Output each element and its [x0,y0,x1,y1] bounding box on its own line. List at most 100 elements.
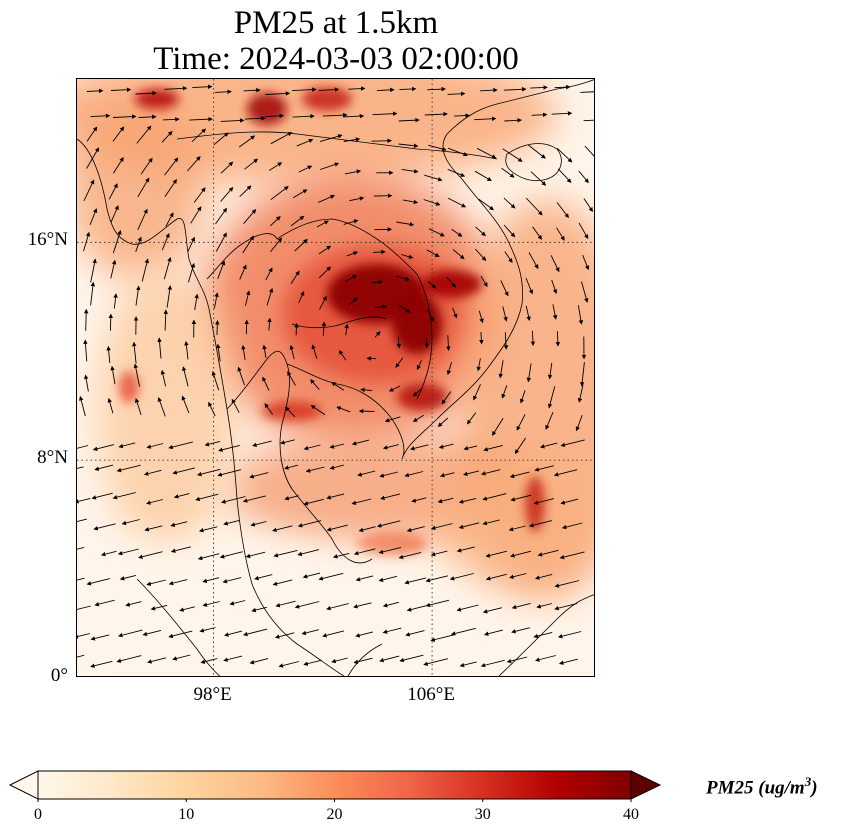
wind-arrow [204,440,221,447]
wind-arrow [473,384,481,401]
wind-arrow [244,158,259,170]
plot-title-line-2: Time: 2024-03-03 02:00:00 [153,41,519,77]
coastline-malay [347,643,383,676]
wind-arrow [90,258,97,283]
wind-arrow [378,546,402,555]
wind-arrow [492,417,504,436]
wind-arrow [113,293,118,309]
wind-arrow [374,304,388,310]
hotspot-gulf [262,401,322,421]
wind-arrow [322,112,348,118]
wind-arrow [215,207,228,225]
wind-arrow [164,179,177,198]
wind-arrow [100,550,117,557]
wind-arrow [287,371,296,386]
wind-arrow [112,229,122,254]
wind-arrow [113,156,124,174]
wind-arrow [316,220,329,228]
wind-arrow [483,444,503,452]
plume-southeast [437,449,594,589]
wind-arrow [514,437,526,455]
wind-arrow [502,306,508,322]
wind-arrow [382,627,402,634]
wind-arrow [458,522,480,530]
wind-arrow [303,498,324,506]
wind-arrow [326,524,348,532]
coastline-gulf-thailand [226,350,373,564]
wind-arrow [545,412,554,430]
wind-arrow [372,249,386,255]
wind-arrow [447,168,466,177]
wind-arrow [273,549,298,558]
wind-arrow [425,575,449,583]
wind-arrow [79,395,86,417]
wind-arrow [192,84,213,90]
wind-arrow [449,573,474,581]
wind-arrow [374,331,381,338]
wind-arrow [132,341,137,364]
wind-arrow [262,344,267,358]
wind-arrow [338,349,347,361]
wind-arrow [272,579,293,586]
wind-arrow [284,495,299,501]
wind-arrow [144,525,163,532]
wind-arrow [351,439,370,446]
wind-arrow [376,87,395,93]
wind-arrow [241,344,246,360]
wind-arrow [189,116,213,122]
wind-arrow [110,87,132,93]
wind-arrow [110,259,117,279]
wind-arrow [278,661,300,668]
wind-arrow [555,331,561,347]
clean-air-south [77,549,467,676]
wind-arrow [135,90,157,96]
wind-arrow [197,468,221,477]
wind-arrow [245,551,266,559]
wind-arrow [532,226,543,240]
wind-arrow [137,177,150,198]
wind-arrow [583,198,594,212]
wind-arrow [231,398,240,413]
wind-arrow [170,521,188,528]
wind-arrow [447,147,469,157]
colorbar-tick-label-4: 40 [623,806,639,823]
wind-arrow [349,196,365,202]
wind-arrow [456,546,475,553]
wind-arrow [94,599,115,607]
wind-arrow [187,156,201,172]
wind-arrow [502,148,523,162]
map-panel [76,78,595,677]
wind-arrow [242,495,266,503]
wind-arrow [404,471,424,478]
wind-arrow [77,633,91,639]
wind-arrow [480,87,498,93]
wind-arrow [86,88,104,94]
wind-arrow [86,126,98,142]
wind-arrow [358,526,376,533]
wind-arrow [423,199,441,206]
wind-arrow [478,198,495,211]
wind-arrow [500,280,509,297]
wind-arrow [396,336,402,349]
lon-tick-label-0: 98°E [193,684,232,705]
colorbar-max-extension [630,770,662,800]
wind-arrow [511,627,531,634]
wind-arrow [525,305,531,322]
wind-arrow [110,365,116,385]
wind-arrow [509,573,527,579]
wind-arrow [173,493,190,499]
wind-arrow [166,285,173,308]
wind-arrow [452,307,458,319]
wind-arrow [480,659,505,668]
coastline-borneo [498,594,594,676]
wind-arrow [77,605,92,610]
wind-arrow [475,226,486,237]
wind-arrow [476,358,481,372]
wind-arrow [550,255,560,273]
wind-arrow [430,550,448,557]
wind-arrow [297,520,322,528]
wind-arrow [146,443,164,449]
wind-arrow [529,520,553,528]
wind-arrow [310,404,326,416]
wind-arrow [172,467,195,475]
